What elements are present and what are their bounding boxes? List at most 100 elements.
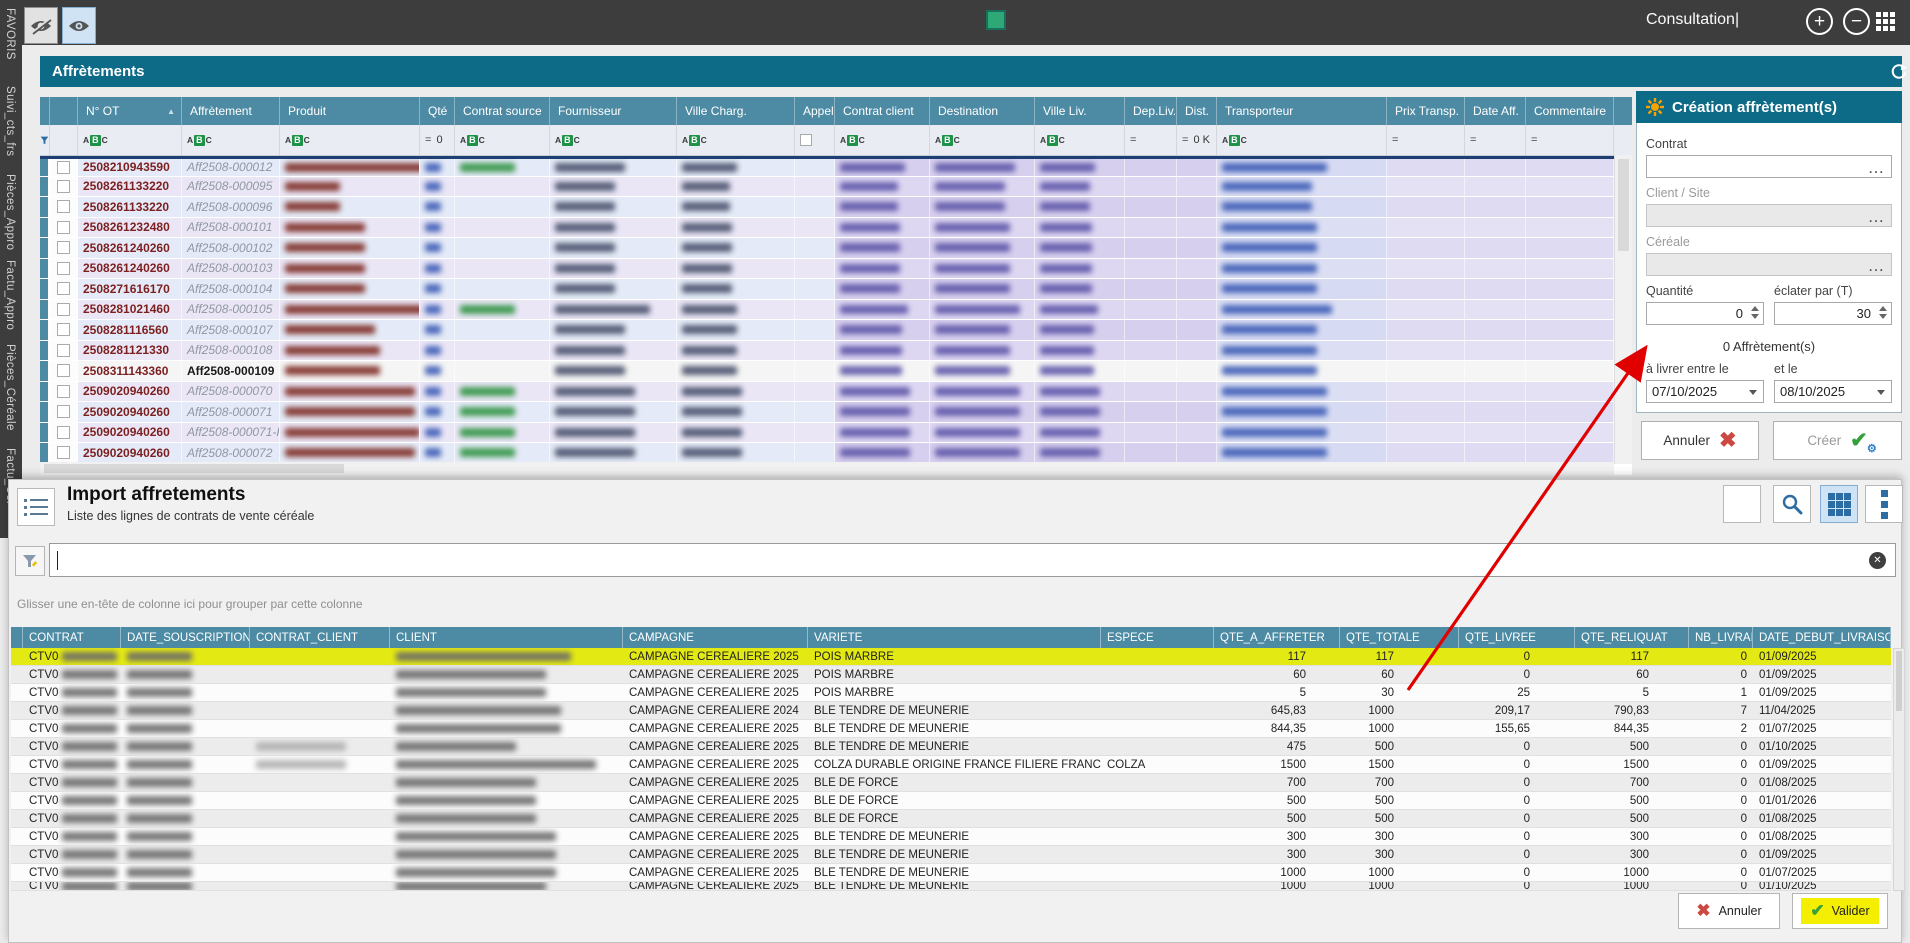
import-row[interactable]: CTV0 CAMPAGNE CEREALIERE 2025 BLE TENDRE D…	[11, 720, 1891, 738]
eclater-stepper[interactable]: 30	[1774, 302, 1892, 325]
row-checkbox[interactable]	[57, 241, 70, 255]
import-row[interactable]: CTV0 CAMPAGNE CEREALIERE 2025 BLE TENDRE D…	[11, 738, 1891, 756]
aff-vertical-scrollbar[interactable]	[1614, 155, 1632, 464]
row-checkbox[interactable]	[57, 261, 70, 275]
row-checkbox[interactable]	[57, 282, 70, 296]
row-checkbox[interactable]	[57, 343, 70, 357]
column-header-transporteur[interactable]: Transporteur	[1217, 97, 1387, 125]
aff-row[interactable]: 2508311143360 Aff2508-000109	[40, 361, 1632, 382]
column-header-ville-charg-[interactable]: Ville Charg.	[677, 97, 795, 125]
hide-view-button[interactable]	[24, 7, 58, 44]
deliver-to-date-combo[interactable]: 08/10/2025	[1774, 380, 1892, 403]
column-header-date-aff-[interactable]: Date Aff.	[1465, 97, 1526, 125]
column-header-date_debut_livraison[interactable]: DATE_DEBUT_LIVRAISON	[1753, 627, 1891, 648]
apps-grid-icon[interactable]	[1876, 12, 1896, 32]
quantite-stepper[interactable]: 0	[1646, 302, 1764, 325]
import-row[interactable]: CTV0 CAMPAGNE CEREALIERE 2025 BLE TENDRE D…	[11, 846, 1891, 864]
stepper-arrows[interactable]	[1879, 306, 1887, 319]
import-row[interactable]: CTV0 CAMPAGNE CEREALIERE 2025 BLE DE FORCE…	[11, 774, 1891, 792]
sidebar-tab-factu-appro[interactable]: Factu_Appro	[4, 260, 16, 331]
filter-cell[interactable]: = 0	[420, 125, 455, 155]
column-header-qte_a_affreter[interactable]: QTE_A_AFFRETER	[1214, 627, 1340, 648]
filter-cell[interactable]: =	[1387, 125, 1465, 155]
filter-cell[interactable]	[40, 125, 50, 155]
more-options-button[interactable]	[1865, 485, 1903, 523]
column-header-variete[interactable]: VARIETE	[808, 627, 1101, 648]
creation-create-button[interactable]: Créer ✔ ⚙	[1773, 421, 1902, 460]
client-site-input[interactable]: ...	[1646, 204, 1892, 227]
sidebar-tab-pi-ces-c-r-ale[interactable]: Pièces_Céréale	[4, 344, 16, 431]
import-row[interactable]: CTV0 CAMPAGNE CEREALIERE 2025 POIS MARBRE 5…	[11, 684, 1891, 702]
filter-cell[interactable]: = 0 K	[1177, 125, 1217, 155]
aff-row[interactable]: 2508261240260 Aff2508-000103	[40, 258, 1632, 279]
import-row[interactable]: CTV0 CAMPAGNE CEREALIERE 2025 BLE TENDRE D…	[11, 828, 1891, 846]
column-header-nb_livrai[interactable]: NB_LIVRAI	[1689, 627, 1753, 648]
import-row[interactable]: CTV0 CAMPAGNE CEREALIERE 2024 BLE TENDRE D…	[11, 702, 1891, 720]
import-row[interactable]: CTV0 CAMPAGNE CEREALIERE 2025 BLE TENDRE D…	[11, 882, 1891, 891]
column-header-qte_reliquat[interactable]: QTE_RELIQUAT	[1575, 627, 1689, 648]
import-row[interactable]: CTV0 CAMPAGNE CEREALIERE 2025 BLE DE FORCE…	[11, 792, 1891, 810]
column-header-contrat[interactable]: CONTRAT	[23, 627, 121, 648]
aff-row[interactable]: 2508281116560 Aff2508-000107	[40, 320, 1632, 341]
row-checkbox[interactable]	[57, 302, 70, 316]
row-checkbox[interactable]	[57, 425, 70, 439]
aff-row[interactable]: 2508261232480 Aff2508-000101	[40, 217, 1632, 238]
filter-checkbox[interactable]	[800, 134, 812, 146]
column-header-date_souscription[interactable]: DATE_SOUSCRIPTION	[121, 627, 250, 648]
aff-row[interactable]: 2509020940260 Aff2508-000071-R	[40, 422, 1632, 443]
row-checkbox[interactable]	[57, 160, 70, 174]
show-view-button[interactable]	[62, 7, 96, 44]
lookup-ellipsis-button[interactable]: ...	[1868, 211, 1885, 225]
filter-cell[interactable]: =	[1465, 125, 1526, 155]
column-header-n-ot[interactable]: N° OT ▲	[78, 97, 182, 125]
lookup-ellipsis-button[interactable]: ...	[1868, 260, 1885, 274]
import-row[interactable]: CTV0 CAMPAGNE CEREALIERE 2025 BLE DE FORCE…	[11, 810, 1891, 828]
column-header-contrat-source[interactable]: Contrat source	[455, 97, 550, 125]
column-header-ville-liv-[interactable]: Ville Liv.	[1035, 97, 1125, 125]
column-header-destination[interactable]: Destination	[930, 97, 1035, 125]
column-header-qte_totale[interactable]: QTE_TOTALE	[1340, 627, 1459, 648]
column-header-client[interactable]: CLIENT	[390, 627, 623, 648]
cereale-input[interactable]: ...	[1646, 253, 1892, 276]
column-header-affr-tement[interactable]: Affrètement	[182, 97, 280, 125]
row-checkbox[interactable]	[57, 179, 70, 193]
row-checkbox[interactable]	[57, 384, 70, 398]
row-checkbox[interactable]	[57, 446, 70, 460]
scroll-thumb[interactable]	[44, 464, 344, 473]
row-checkbox[interactable]	[57, 200, 70, 214]
aff-row[interactable]: 2508261240260 Aff2508-000102	[40, 238, 1632, 259]
column-header-appel[interactable]: Appel	[795, 97, 835, 125]
row-checkbox[interactable]	[57, 220, 70, 234]
aff-row[interactable]: 2509020940260 Aff2508-000070	[40, 381, 1632, 402]
import-filter-input[interactable]: ✕	[49, 543, 1896, 577]
aff-row[interactable]: 2508281121330 Aff2508-000108	[40, 340, 1632, 361]
column-header-fournisseur[interactable]: Fournisseur	[550, 97, 677, 125]
grid-view-button[interactable]	[1820, 485, 1858, 523]
row-checkbox[interactable]	[57, 364, 70, 378]
column-header-qt-[interactable]: Qté	[420, 97, 455, 125]
aff-row[interactable]: 2508261133220 Aff2508-000096	[40, 197, 1632, 218]
sidebar-tab-pi-ces-appro[interactable]: Pièces_Appro	[4, 174, 16, 251]
aff-row[interactable]: 2508261133220 Aff2508-000095	[40, 176, 1632, 197]
blank-tool-button[interactable]	[1723, 485, 1761, 523]
filter-edit-button[interactable]	[15, 546, 45, 576]
aff-row[interactable]: 2508210943590 Aff2508-000012	[40, 156, 1632, 177]
aff-row[interactable]: 2509020940260 Aff2508-000071	[40, 402, 1632, 423]
clear-filter-icon[interactable]: ✕	[1869, 552, 1886, 569]
column-header-produit[interactable]: Produit	[280, 97, 420, 125]
contrat-input[interactable]: ...	[1646, 155, 1892, 178]
column-header-qte_livree[interactable]: QTE_LIVREE	[1459, 627, 1575, 648]
column-header-commentaire[interactable]: Commentaire	[1526, 97, 1614, 125]
aff-row[interactable]: 2509020940260 Aff2508-000072	[40, 443, 1632, 464]
search-button[interactable]	[1773, 485, 1811, 523]
row-checkbox[interactable]	[57, 405, 70, 419]
